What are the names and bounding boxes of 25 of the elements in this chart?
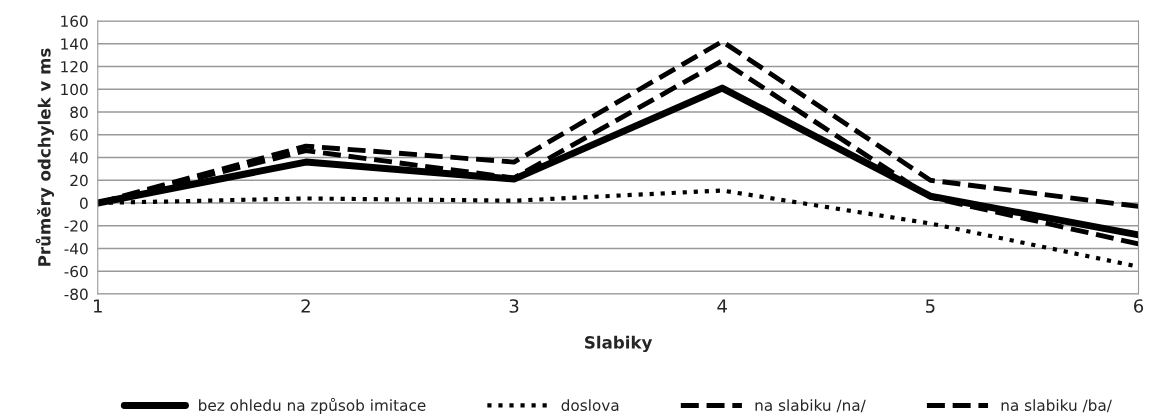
y-tick-label: 60 xyxy=(70,129,88,141)
x-axis-title: Slabiky xyxy=(585,335,653,353)
legend-label: doslova xyxy=(561,399,619,412)
y-tick-label: 40 xyxy=(70,151,88,164)
y-tick-label: -20 xyxy=(64,220,88,232)
x-tick-label: 4 xyxy=(717,299,727,313)
x-tick-label: 2 xyxy=(301,299,310,313)
y-tick-label: 20 xyxy=(70,174,88,187)
y-tick-label: 0 xyxy=(80,197,88,210)
y-tick-label: 160 xyxy=(61,15,88,28)
y-tick-label: 140 xyxy=(61,38,88,50)
x-tick-label: 3 xyxy=(509,299,519,313)
y-tick-label: 80 xyxy=(70,106,88,119)
y-tick-label: 120 xyxy=(61,60,88,73)
y-tick-label: -40 xyxy=(64,242,88,255)
y-tick-label: 100 xyxy=(61,83,88,96)
x-tick-label: 5 xyxy=(926,299,935,313)
legend-label: na slabiku /na/ xyxy=(755,399,866,413)
legend-label: bez ohledu na způsob imitace xyxy=(199,397,426,414)
y-tick-label: -60 xyxy=(64,265,88,278)
x-tick-label: 6 xyxy=(1134,299,1144,313)
y-tick-label: -80 xyxy=(64,288,88,301)
legend-label: na slabiku /ba/ xyxy=(1001,399,1112,413)
y-axis-title: Průměry odchylek v ms xyxy=(35,48,55,266)
x-tick-label: 1 xyxy=(93,299,102,313)
